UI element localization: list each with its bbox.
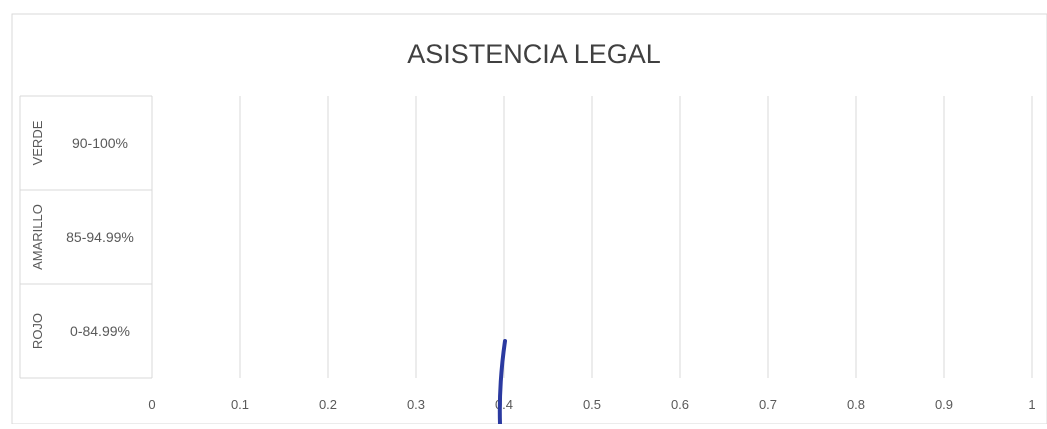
chart-title: ASISTENCIA LEGAL (407, 39, 661, 69)
x-tick-label: 0.2 (319, 397, 337, 412)
x-tick-label: 0.9 (935, 397, 953, 412)
x-tick-label: 0.1 (231, 397, 249, 412)
x-tick-label: 0.6 (671, 397, 689, 412)
category-range-amarillo: 85-94.99% (66, 229, 134, 245)
x-tick-label: 0.7 (759, 397, 777, 412)
gridlines (239, 96, 1033, 378)
category-name-rojo: ROJO (30, 313, 45, 349)
x-tick-label: 1 (1028, 397, 1035, 412)
annotations (497, 339, 507, 426)
x-tick-label: 0 (148, 397, 155, 412)
chart-frame (11, 13, 1047, 425)
x-tick-label: 0.4 (495, 397, 513, 412)
x-axis-ticks: 0 0.1 0.2 0.3 0.4 0.5 0.6 0.7 0.8 0.9 1 (148, 397, 1035, 412)
category-name-verde: VERDE (30, 120, 45, 165)
x-tick-label: 0.5 (583, 397, 601, 412)
x-tick-label: 0.8 (847, 397, 865, 412)
category-range-verde: 90-100% (72, 135, 128, 151)
hand-drawn-mark (497, 339, 507, 426)
x-tick-label: 0.3 (407, 397, 425, 412)
category-name-amarillo: AMARILLO (30, 204, 45, 270)
category-table: VERDE 90-100% AMARILLO 85-94.99% ROJO 0-… (19, 95, 153, 379)
category-range-rojo: 0-84.99% (70, 323, 130, 339)
